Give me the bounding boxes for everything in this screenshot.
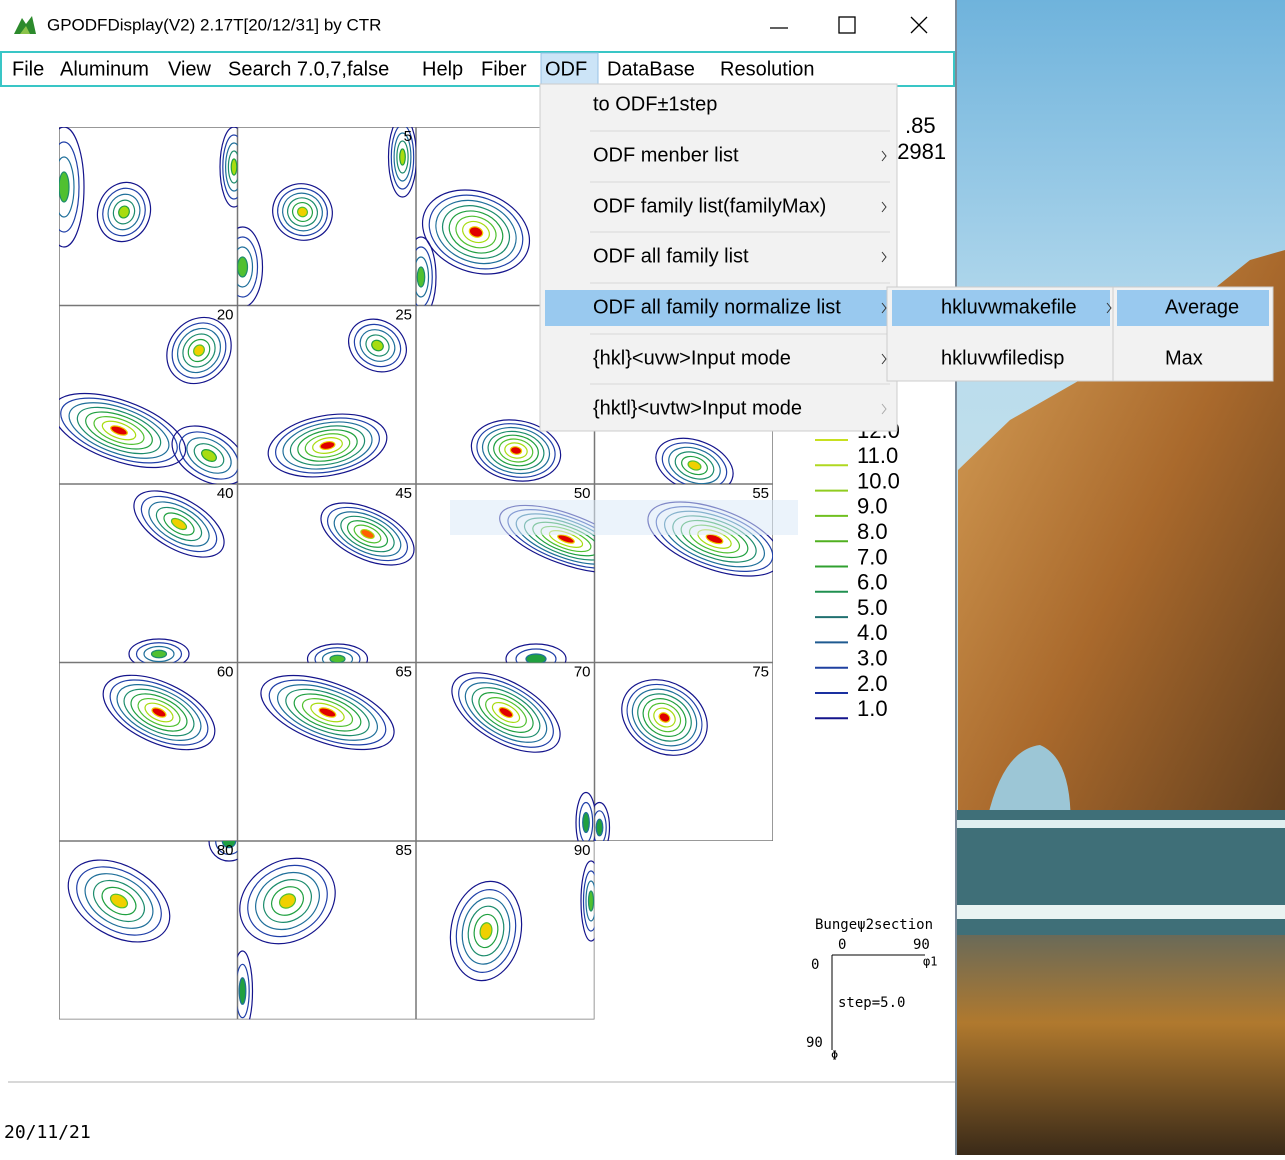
legend-label: 4.0 xyxy=(857,620,888,645)
section-label: 25 xyxy=(395,306,412,323)
axis-label: 0 xyxy=(811,957,819,973)
menu-item: to ODF±1step xyxy=(593,93,717,115)
menu-item[interactable]: ODF all family list xyxy=(593,245,749,267)
odf-section xyxy=(43,304,256,497)
contour xyxy=(589,891,594,911)
status-date: 20/11/21 xyxy=(4,1122,91,1143)
axis-label: 90 xyxy=(913,937,930,953)
legend-label: 8.0 xyxy=(857,519,888,544)
contour xyxy=(583,813,590,833)
odf-section xyxy=(223,117,417,307)
contour xyxy=(59,172,69,202)
contour xyxy=(417,267,425,287)
contour xyxy=(231,159,237,175)
odf-section xyxy=(44,127,248,306)
section-label: 20 xyxy=(217,306,234,323)
legend-label: 10.0 xyxy=(857,468,900,493)
step-label: step=5.0 xyxy=(838,995,905,1011)
section-frame xyxy=(59,127,238,306)
section-label: 45 xyxy=(395,485,412,502)
section-frame xyxy=(238,484,417,663)
axis-label: Φ xyxy=(831,1049,838,1063)
menu-item: {hktl}<uvtw>Input mode xyxy=(593,397,802,419)
odf-section xyxy=(238,660,417,841)
menu-item[interactable]: ODF menber list xyxy=(593,144,739,166)
legend-label: 9.0 xyxy=(857,494,888,519)
odf-section xyxy=(238,484,424,674)
window-title: GPODFDisplay(V2) 2.17T[20/12/31] by CTR xyxy=(47,15,381,34)
odf-section xyxy=(590,663,774,853)
section-frame xyxy=(416,663,595,842)
contour xyxy=(152,650,167,658)
odf-section xyxy=(416,657,596,853)
menu-item[interactable]: ODF xyxy=(545,58,587,80)
menu-item[interactable]: File xyxy=(12,58,44,80)
section-label: 70 xyxy=(574,663,591,680)
odf-section xyxy=(59,477,238,669)
section-frame xyxy=(59,484,238,663)
axis-label: φ1 xyxy=(923,955,937,969)
menu-item[interactable]: ODF all family normalize list xyxy=(593,296,841,318)
section-frame xyxy=(238,663,417,842)
axis-label: 0 xyxy=(838,937,846,953)
legend-label: 6.0 xyxy=(857,570,888,595)
contour xyxy=(330,655,345,663)
menu-item[interactable]: hkluvwmakefile xyxy=(941,296,1077,318)
menu-item[interactable]: hkluvwfiledisp xyxy=(941,347,1064,369)
odf-section xyxy=(416,841,601,1020)
odf-section xyxy=(238,306,417,486)
desktop-wallpaper xyxy=(955,0,1285,1155)
contour xyxy=(239,978,246,1005)
screen: GPODFDisplay(V2) 2.17T[20/12/31] by CTR … xyxy=(0,0,1285,1155)
contour xyxy=(596,819,603,836)
section-label: 5 xyxy=(404,128,412,145)
legend-label: 3.0 xyxy=(857,646,888,671)
menu-item[interactable]: DataBase xyxy=(607,58,695,80)
menu-item[interactable]: Search 7.0,7,false xyxy=(228,58,389,80)
section-label: 60 xyxy=(217,663,234,680)
section-frame xyxy=(416,841,595,1020)
menu-item[interactable]: Fiber xyxy=(481,58,527,80)
menu-item[interactable]: ODF family list(familyMax) xyxy=(593,195,826,217)
menu-item[interactable]: {hkl}<uvw>Input mode xyxy=(593,347,791,369)
legend-label: 2.0 xyxy=(857,671,888,696)
section-label: 50 xyxy=(574,485,591,502)
faded-tooltip xyxy=(450,500,798,535)
menu-item[interactable]: View xyxy=(168,58,212,80)
legend-label: 1.0 xyxy=(857,696,888,721)
header-value: .85 xyxy=(905,113,936,138)
window-border xyxy=(955,0,957,1155)
legend-label: 11.0 xyxy=(857,443,898,468)
axis-label: 90 xyxy=(806,1035,823,1051)
section-label: 90 xyxy=(574,842,591,859)
odf-section xyxy=(59,660,238,841)
menu-item[interactable]: Max xyxy=(1165,347,1203,369)
section-frame xyxy=(59,841,238,1020)
legend-label: 7.0 xyxy=(857,544,888,569)
menu-item[interactable]: Average xyxy=(1165,296,1239,318)
section-label: 65 xyxy=(395,663,412,680)
header-value: '2981 xyxy=(893,139,946,164)
section-label: 40 xyxy=(217,485,234,502)
menu-item[interactable]: Aluminum xyxy=(60,58,149,80)
bungee-title: Bungeψ2section xyxy=(815,917,933,933)
legend-label: 5.0 xyxy=(857,595,888,620)
page: { "window": {"title": "GPODFDisplay(V2) … xyxy=(0,0,1285,1155)
contour xyxy=(400,149,406,165)
odf-section xyxy=(224,841,416,1031)
section-label: 80 xyxy=(217,842,234,859)
menu-item[interactable]: Help xyxy=(422,58,463,80)
section-frame xyxy=(595,663,774,842)
section-label: 85 xyxy=(395,842,412,859)
section-label: 75 xyxy=(752,663,769,680)
section-label: 55 xyxy=(752,485,769,502)
menu-item[interactable]: Resolution xyxy=(720,58,815,80)
contour xyxy=(238,257,248,277)
